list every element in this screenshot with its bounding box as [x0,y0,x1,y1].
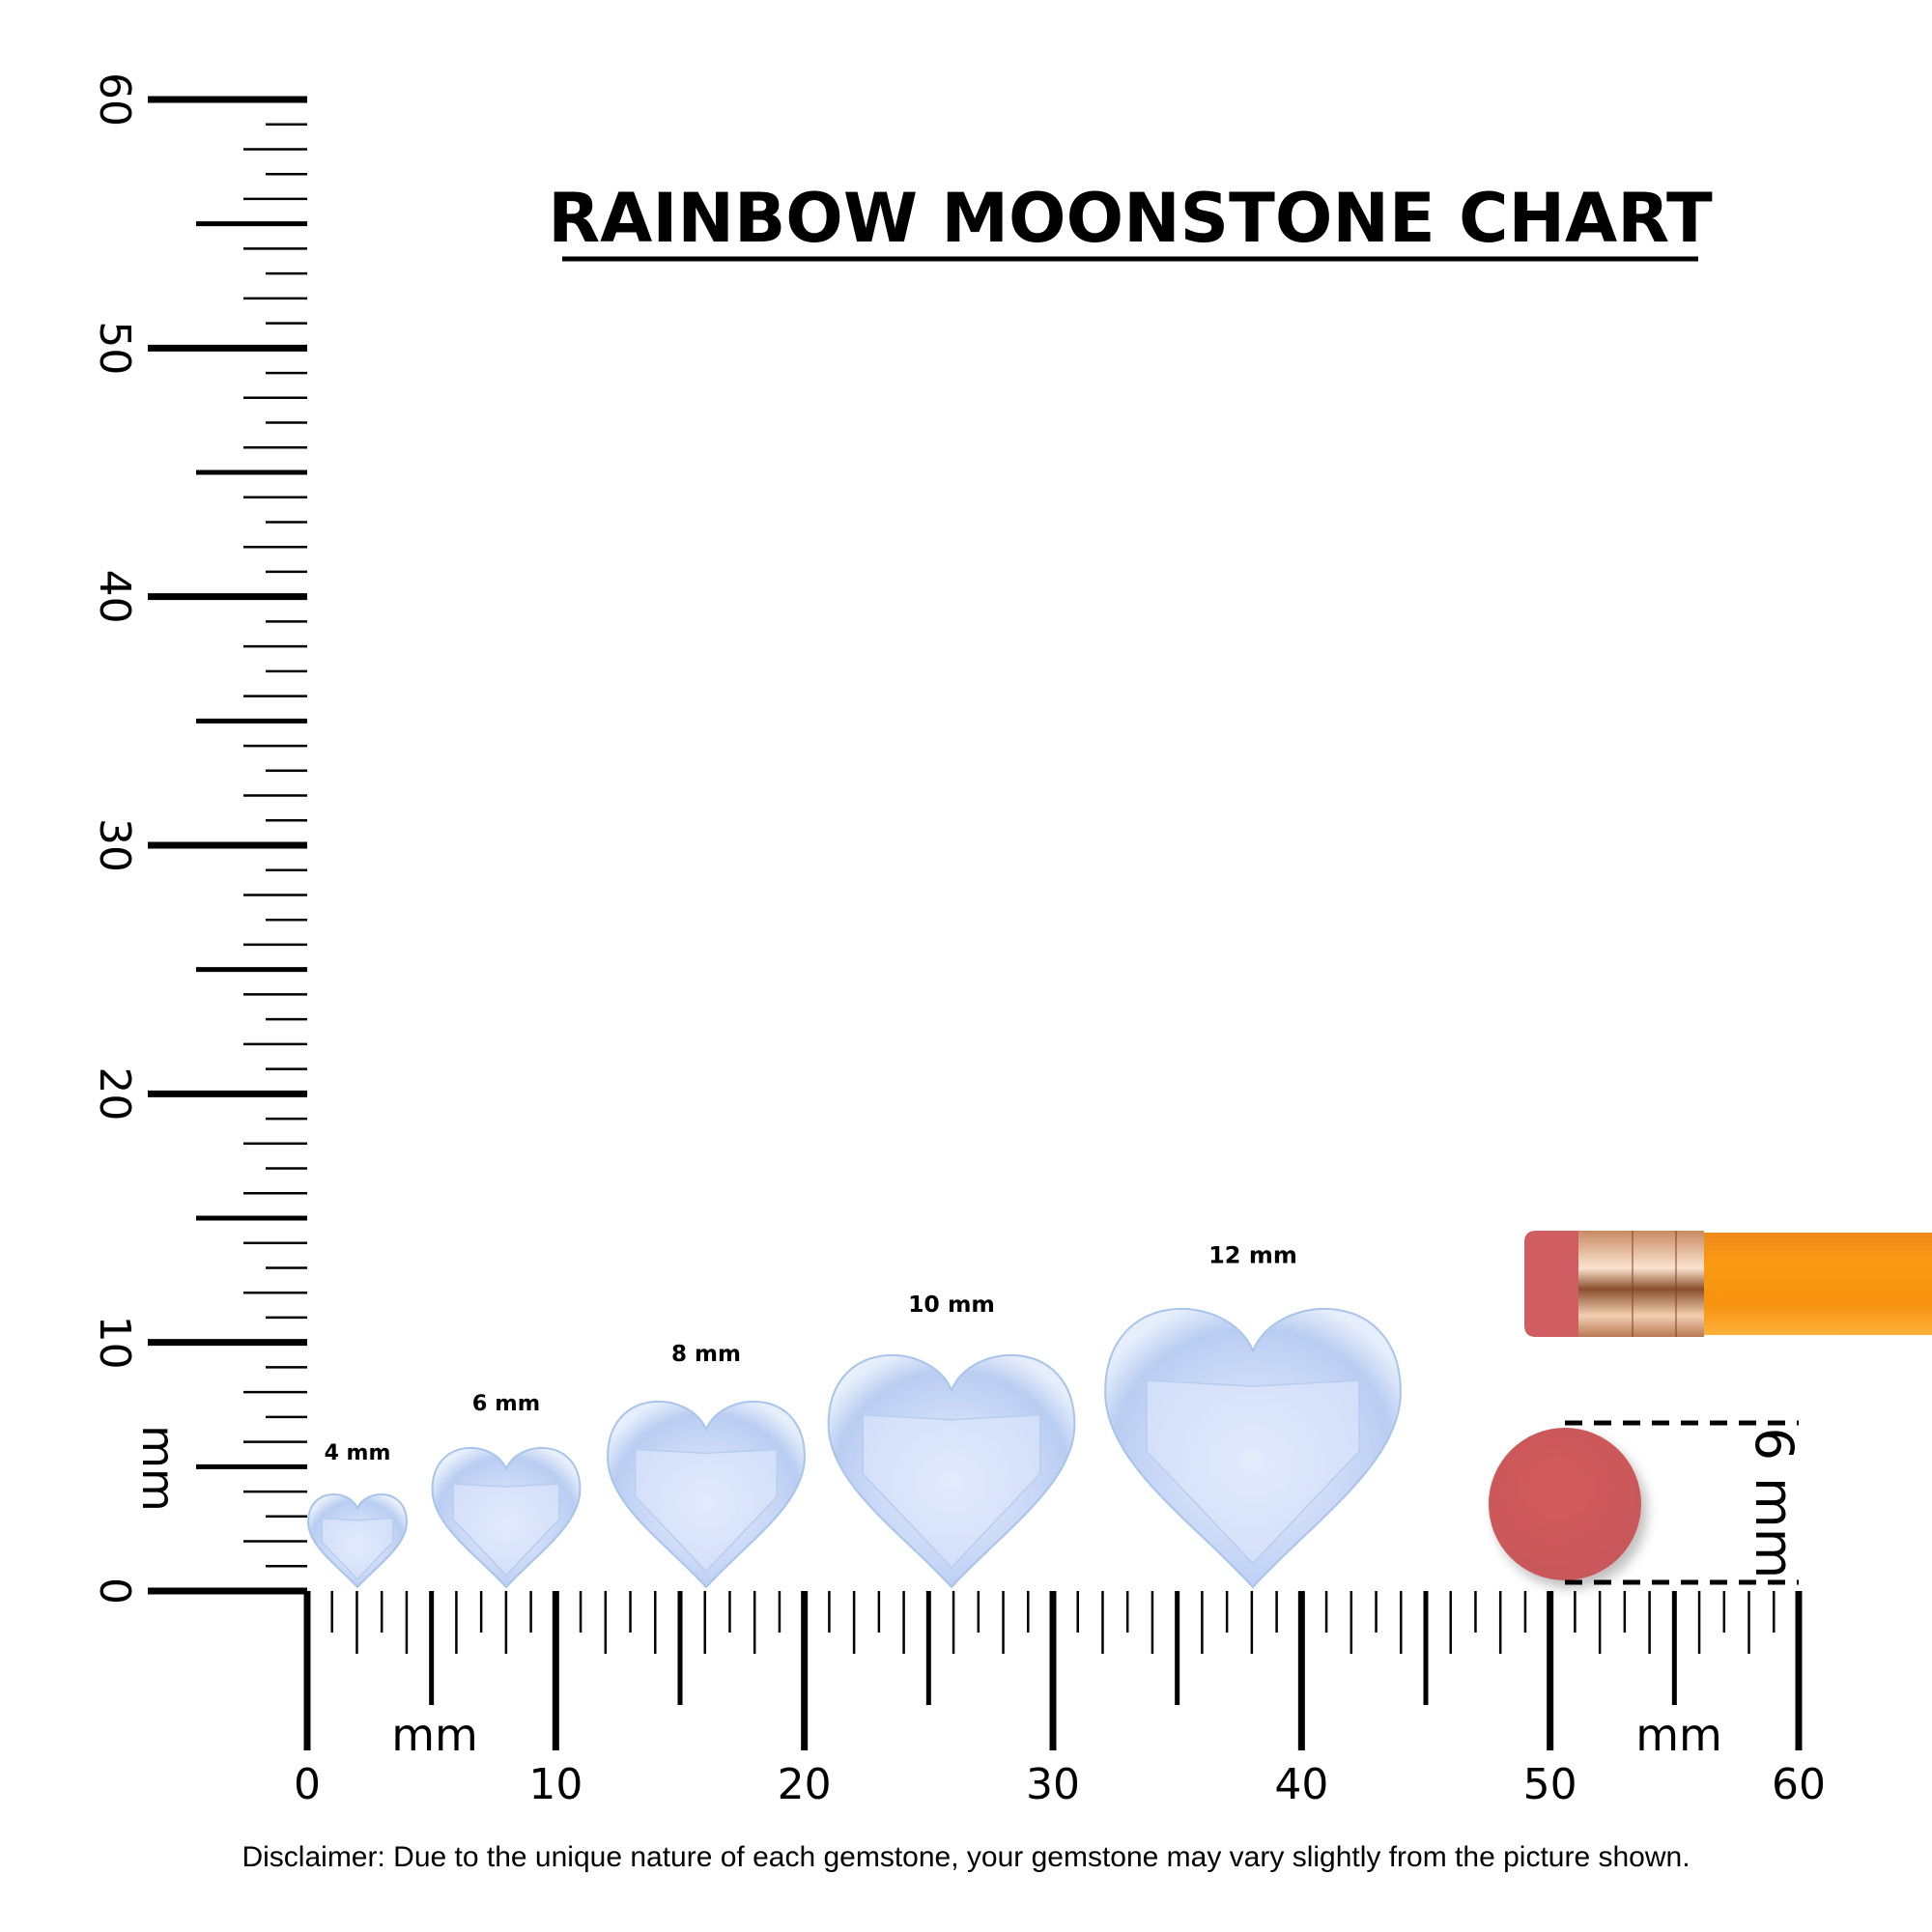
pencil-ferrule [1577,1231,1704,1337]
gemstone-size-label: 12 mm [1208,1241,1297,1268]
vertical-tick-label: 20 [90,1066,139,1121]
horizontal-unit-label-right: mm [1635,1709,1722,1761]
vertical-tick-label: 50 [90,321,139,375]
horizontal-tick-label: 30 [1026,1760,1080,1809]
vertical-tick-label: 60 [90,72,139,127]
pencil-body [1702,1233,1932,1335]
horizontal-tick-label: 0 [294,1760,321,1809]
vertical-unit-label: mm [132,1425,185,1512]
horizontal-tick-label: 60 [1772,1760,1826,1809]
ruler-ticks [148,96,1803,1750]
heart-gem-facet [863,1415,1039,1568]
heart-gem-facet [1147,1380,1359,1564]
horizontal-tick-label: 10 [528,1760,582,1809]
heart-gem-facet [322,1519,392,1579]
vertical-tick-label: 40 [90,570,139,624]
gemstone-heart: 4 mm [308,1441,407,1587]
horizontal-tick-label: 40 [1274,1760,1328,1809]
eraser-reference-circle [1489,1428,1641,1580]
gemstone-heart: 12 mm [1105,1241,1401,1587]
heart-gem-facet [636,1449,778,1571]
gemstone-size-label: 6 mm [472,1391,540,1416]
gemstone-size-label: 10 mm [908,1291,995,1318]
horizontal-tick-label: 50 [1523,1760,1577,1809]
ruler-tick-labels: 0 0 10 10 20 20 30 30 40 40 50 50 60 60 [90,72,1826,1809]
horizontal-unit-label: mm [391,1709,478,1761]
pencil [1524,1231,1932,1337]
pencil-eraser [1524,1231,1578,1337]
chart-title: RAINBOW MOONSTONE CHART [548,179,1713,258]
gemstone-heart: 6 mm [433,1391,581,1587]
gemstone-heart: 10 mm [829,1291,1075,1587]
heart-gem-facet [453,1484,559,1576]
gemstone-heart: 8 mm [608,1342,805,1587]
gemstone-size-label: 8 mm [671,1342,741,1367]
reference-size-label: 6 mm [1744,1428,1804,1579]
vertical-tick-label: 0 [90,1577,139,1605]
vertical-tick-label: 10 [90,1316,139,1370]
vertical-tick-label: 30 [90,818,139,872]
disclaimer: Disclaimer: Due to the unique nature of … [242,1841,1690,1873]
gemstones: 4 mm 6 mm 8 mm 10 mm 12 mm [308,1241,1401,1587]
gemstone-size-label: 4 mm [325,1441,391,1465]
horizontal-tick-label: 20 [778,1760,832,1809]
